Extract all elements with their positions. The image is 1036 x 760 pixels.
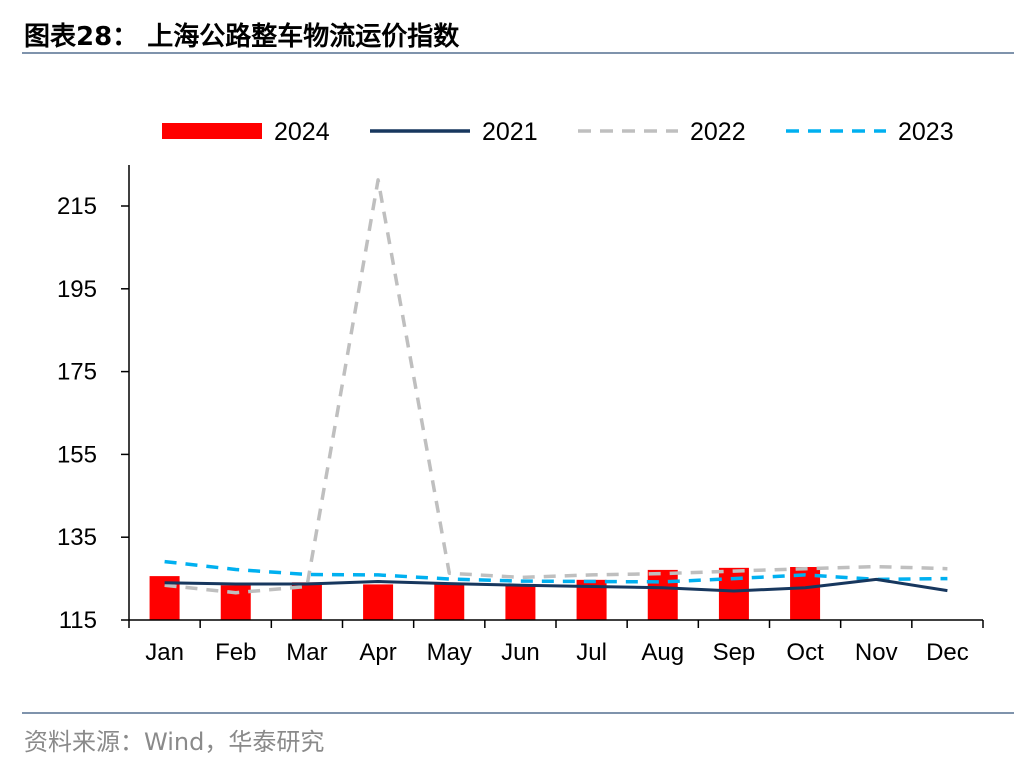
- bar-2024-may: [434, 582, 465, 620]
- legend-label-2021: 2021: [482, 118, 538, 146]
- figure-title: 图表28： 上海公路整车物流运价指数: [24, 22, 460, 52]
- legend-label-2024: 2024: [274, 118, 330, 146]
- bar-2024-aug: [647, 569, 678, 620]
- x-tick-label: Feb: [215, 639, 256, 666]
- bar-2024-feb: [220, 585, 251, 620]
- x-tick-label: May: [427, 639, 472, 666]
- y-tick-label: 215: [57, 193, 97, 220]
- legend-item-2021: 2021: [370, 118, 538, 146]
- legend-label-2023: 2023: [898, 118, 954, 146]
- bar-2024-jun: [505, 583, 536, 620]
- y-tick-label: 195: [57, 276, 97, 303]
- bar-2024-apr: [363, 584, 394, 620]
- top-rule: [22, 52, 1014, 54]
- x-tick-label: Mar: [286, 639, 327, 666]
- legend-item-2024: 2024: [162, 118, 330, 146]
- y-tick-label: 175: [57, 359, 97, 386]
- x-tick-label: Jun: [501, 639, 540, 666]
- legend-item-2023: 2023: [786, 118, 954, 146]
- legend-item-2022: 2022: [578, 118, 746, 146]
- x-tick-label: Dec: [926, 639, 969, 666]
- y-tick-label: 115: [59, 607, 97, 634]
- x-tick-label: Aug: [641, 639, 684, 666]
- legend-swatch-2024: [162, 123, 262, 139]
- y-tick-label: 155: [57, 441, 97, 468]
- x-tick-label: Oct: [786, 639, 824, 666]
- line-2022: [164, 178, 948, 595]
- header: 图表28： 上海公路整车物流运价指数: [22, 12, 1014, 52]
- bottom-rule: [22, 712, 1014, 714]
- x-tick-label: Nov: [855, 639, 898, 666]
- legend: 2024 2021 2022 2023: [162, 118, 954, 146]
- source-note: 资料来源：Wind，华泰研究: [24, 728, 325, 756]
- axes: 115 135 155 175 195 215 Jan Feb Mar Apr May Jun Jul A…: [57, 165, 984, 666]
- x-tick-label: Sep: [713, 639, 756, 666]
- line-2023: [164, 559, 948, 584]
- x-tick-label: Jan: [145, 639, 184, 666]
- line-series: [164, 178, 948, 595]
- chart: 2024 2021 2022 2023 115 135 155 175 195 215 Jan Fe…: [57, 118, 984, 666]
- bar-2024-sep: [718, 567, 749, 620]
- x-tick-label: Jul: [576, 639, 607, 666]
- legend-label-2022: 2022: [690, 118, 746, 146]
- y-tick-label: 135: [57, 524, 97, 551]
- line-2021: [164, 577, 948, 593]
- x-tick-label: Apr: [359, 639, 396, 666]
